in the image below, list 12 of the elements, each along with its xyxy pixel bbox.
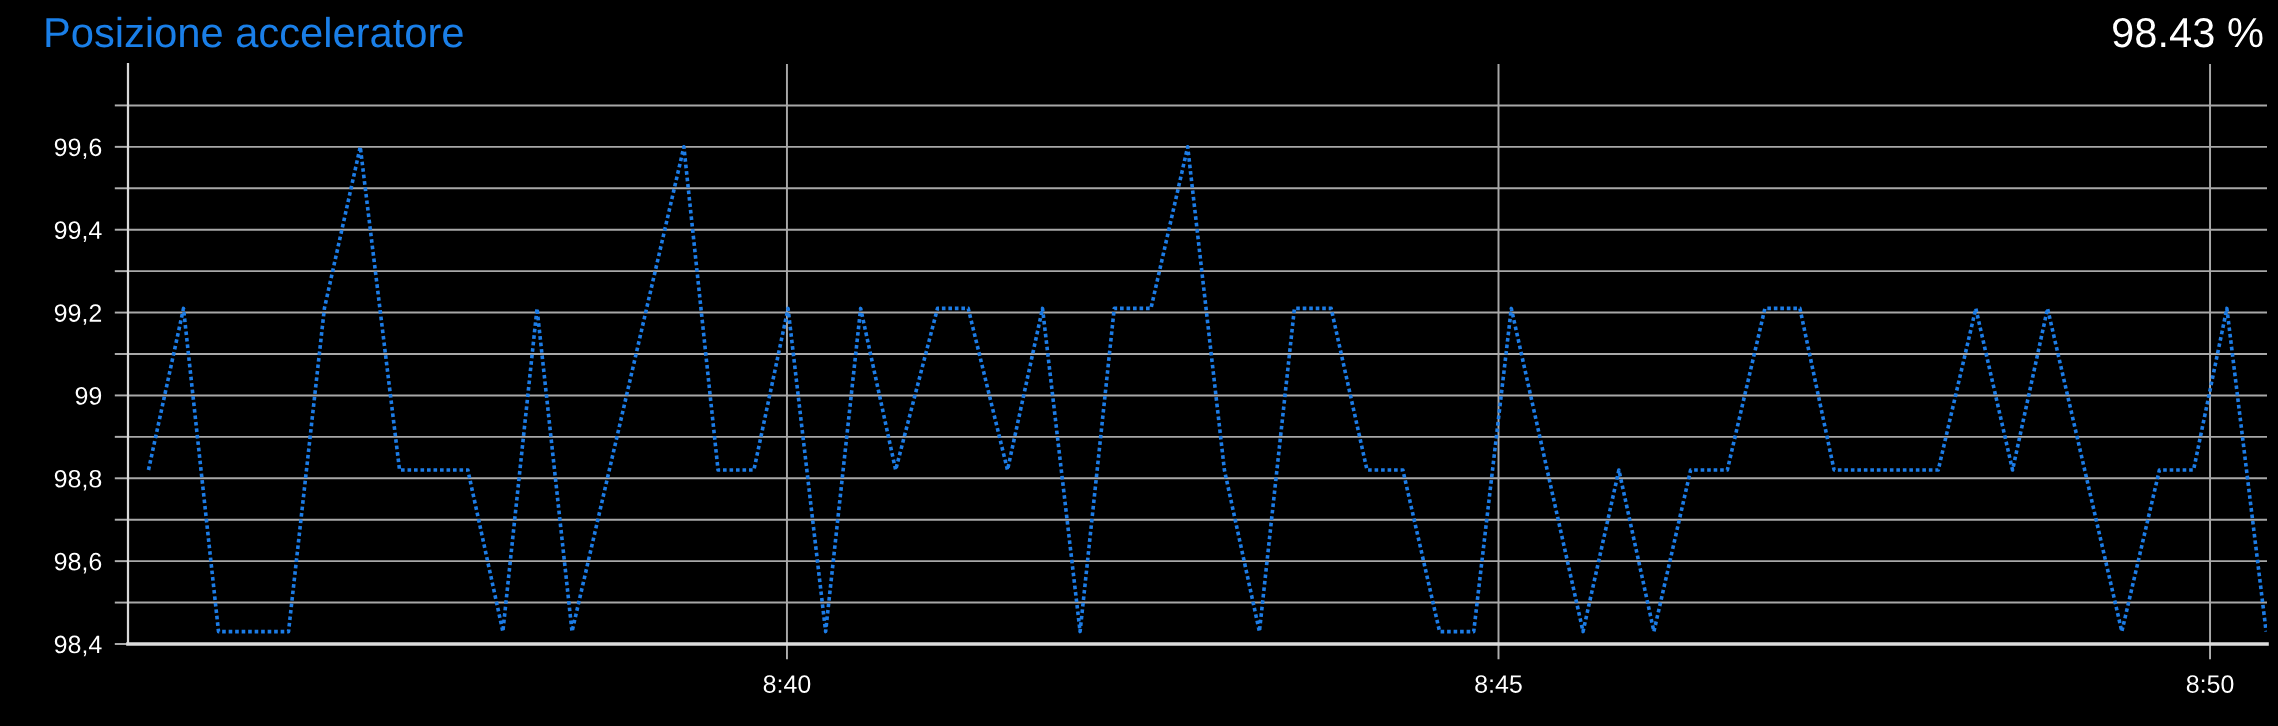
text: 98.43 %	[2113, 17, 2263, 48]
y-tick-label: 98,8	[54, 469, 102, 491]
x-tick-label: 8:45	[1475, 675, 1522, 693]
y-tick-label: 98,6	[54, 552, 102, 574]
x-tick-label: 8:40	[763, 675, 811, 693]
y-tick-label: 99	[75, 387, 102, 405]
y-tick-label: 98,4	[54, 635, 102, 657]
y-tick-label: 99,4	[54, 221, 102, 242]
y-tick-label: 99,6	[54, 138, 102, 160]
y-tick-label: 99,2	[54, 304, 102, 325]
x-tick-label: 8:50	[2186, 675, 2234, 693]
chart-title: Posizione acceleratore	[46, 16, 463, 48]
